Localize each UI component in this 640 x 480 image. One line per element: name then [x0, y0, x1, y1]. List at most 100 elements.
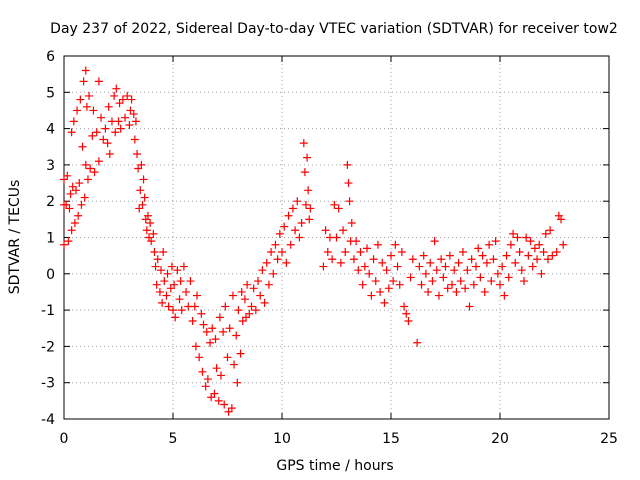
data-point	[319, 262, 328, 271]
data-point	[454, 258, 463, 267]
data-point	[237, 287, 246, 296]
data-point	[201, 382, 210, 391]
data-point	[211, 335, 220, 344]
data-point	[273, 255, 282, 264]
data-point	[82, 102, 91, 111]
data-point	[543, 255, 552, 264]
data-point	[387, 251, 395, 260]
data-point	[275, 229, 284, 238]
x-tick-label: 25	[600, 431, 618, 447]
data-point	[152, 280, 161, 289]
data-point	[395, 280, 404, 289]
data-point	[153, 255, 162, 264]
data-point	[130, 135, 139, 144]
x-tick-label: 20	[491, 431, 509, 447]
data-point	[535, 240, 544, 249]
data-point	[133, 150, 142, 159]
data-point	[344, 179, 353, 188]
data-point	[162, 291, 171, 300]
data-point	[524, 251, 533, 260]
data-point	[384, 284, 393, 293]
data-point	[267, 248, 276, 257]
data-point	[517, 266, 526, 275]
data-point	[458, 248, 467, 257]
data-point	[208, 324, 217, 333]
data-point	[243, 280, 252, 289]
data-point	[74, 211, 83, 220]
data-point	[88, 131, 97, 140]
data-point	[198, 367, 207, 376]
data-point	[94, 157, 103, 166]
data-point	[358, 280, 367, 289]
data-point	[115, 99, 124, 108]
data-point	[126, 106, 135, 115]
data-point	[424, 287, 433, 296]
data-point	[212, 364, 221, 373]
data-point	[131, 117, 140, 126]
data-point	[97, 113, 106, 122]
data-point	[400, 302, 409, 311]
data-point	[251, 306, 260, 315]
data-point	[284, 211, 293, 220]
data-point	[69, 117, 78, 126]
axes	[63, 55, 610, 420]
data-point	[332, 233, 341, 242]
data-point	[417, 280, 426, 289]
x-tick-label: 15	[382, 431, 400, 447]
data-point	[111, 128, 120, 137]
data-point	[116, 124, 125, 133]
data-point	[199, 320, 208, 329]
data-point	[476, 273, 485, 282]
data-point	[367, 291, 376, 300]
data-point	[167, 262, 176, 271]
data-point	[99, 135, 108, 144]
data-point	[85, 91, 94, 100]
data-point	[328, 255, 337, 264]
data-point	[334, 204, 343, 213]
data-point	[139, 175, 148, 184]
y-tick-label: 5	[46, 85, 55, 101]
data-point	[203, 375, 212, 384]
data-point	[164, 302, 173, 311]
data-point	[78, 142, 87, 151]
data-point	[461, 284, 470, 293]
data-point	[81, 160, 90, 169]
data-point	[175, 295, 184, 304]
data-point	[150, 248, 159, 257]
data-point	[467, 255, 476, 264]
y-tick-label: 2	[46, 194, 55, 210]
data-point	[63, 171, 72, 180]
data-point	[220, 400, 229, 409]
data-point	[135, 204, 144, 213]
data-point	[206, 338, 215, 347]
data-point	[242, 313, 251, 322]
data-point	[142, 226, 151, 235]
data-point	[163, 269, 172, 278]
data-point	[83, 175, 92, 184]
data-point	[519, 277, 528, 286]
data-point	[506, 240, 515, 249]
data-point	[526, 237, 535, 246]
data-point	[349, 255, 358, 264]
data-point	[500, 291, 509, 300]
data-point	[70, 218, 79, 227]
data-point	[224, 407, 233, 416]
data-point	[171, 313, 180, 322]
data-point	[448, 280, 457, 289]
data-point	[393, 262, 402, 271]
data-point	[443, 284, 452, 293]
data-point	[376, 287, 385, 296]
data-point	[149, 229, 158, 238]
data-point	[92, 128, 101, 137]
data-point	[271, 240, 280, 249]
data-point	[134, 164, 143, 173]
data-point	[190, 302, 199, 311]
data-point	[509, 229, 518, 238]
data-point	[182, 287, 191, 296]
data-point	[249, 284, 258, 293]
data-point	[530, 244, 539, 253]
data-point	[101, 124, 110, 133]
data-point	[305, 215, 314, 224]
data-point	[65, 204, 74, 213]
data-point	[463, 266, 472, 275]
